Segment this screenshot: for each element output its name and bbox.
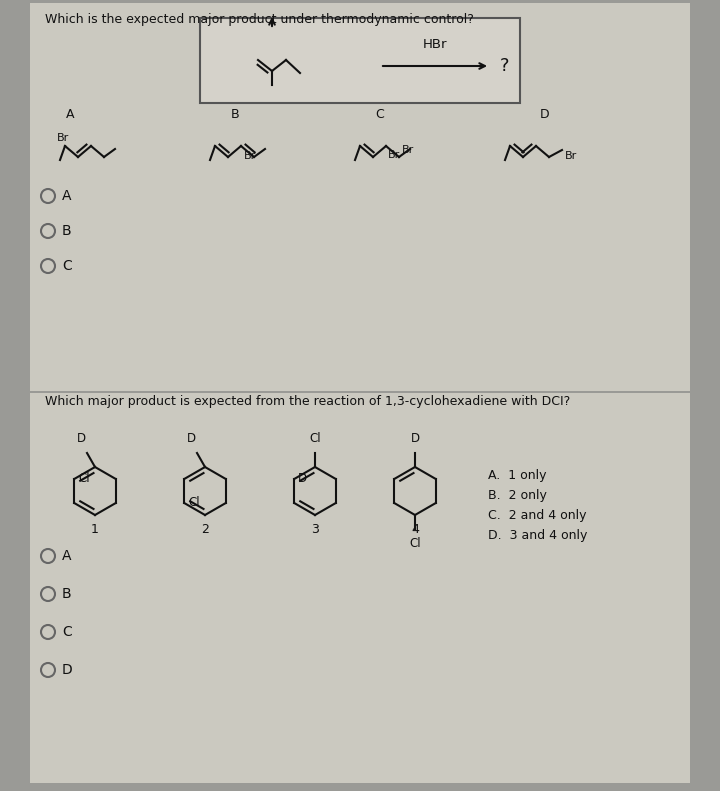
Text: 4: 4 bbox=[411, 523, 419, 536]
Text: C: C bbox=[62, 625, 72, 639]
Text: Br: Br bbox=[388, 150, 400, 160]
Text: 2: 2 bbox=[201, 523, 209, 536]
Text: D: D bbox=[298, 472, 307, 486]
Text: B: B bbox=[62, 587, 71, 601]
Text: Which is the expected major product under thermodynamic control?: Which is the expected major product unde… bbox=[45, 13, 474, 26]
Text: D: D bbox=[410, 432, 420, 445]
Text: HBr: HBr bbox=[423, 38, 447, 51]
Text: B.  2 only: B. 2 only bbox=[488, 490, 547, 502]
Text: D: D bbox=[76, 432, 86, 445]
Text: Br: Br bbox=[402, 145, 414, 155]
Text: Cl: Cl bbox=[78, 472, 90, 486]
Text: A: A bbox=[62, 549, 71, 563]
Text: Cl: Cl bbox=[309, 432, 321, 445]
Text: Cl: Cl bbox=[409, 537, 420, 550]
Text: Br: Br bbox=[244, 151, 256, 161]
Text: D.  3 and 4 only: D. 3 and 4 only bbox=[488, 529, 588, 543]
Text: D: D bbox=[62, 663, 73, 677]
Text: A: A bbox=[62, 189, 71, 203]
Text: Which major product is expected from the reaction of 1,3-cyclohexadiene with DCI: Which major product is expected from the… bbox=[45, 395, 570, 408]
Text: 3: 3 bbox=[311, 523, 319, 536]
Text: 1: 1 bbox=[91, 523, 99, 536]
Bar bbox=[200, 18, 520, 103]
Text: Cl: Cl bbox=[188, 497, 200, 509]
Text: C: C bbox=[376, 108, 384, 121]
Text: C.  2 and 4 only: C. 2 and 4 only bbox=[488, 509, 587, 523]
Text: ?: ? bbox=[500, 57, 510, 75]
Text: B: B bbox=[230, 108, 239, 121]
Text: C: C bbox=[62, 259, 72, 273]
Text: A.  1 only: A. 1 only bbox=[488, 470, 546, 483]
Text: B: B bbox=[62, 224, 71, 238]
Text: D: D bbox=[540, 108, 550, 121]
Bar bbox=[30, 393, 690, 783]
Text: D: D bbox=[186, 432, 196, 445]
Text: Br: Br bbox=[57, 133, 69, 143]
Bar bbox=[30, 3, 690, 391]
Text: Br: Br bbox=[565, 151, 577, 161]
Text: A: A bbox=[66, 108, 74, 121]
